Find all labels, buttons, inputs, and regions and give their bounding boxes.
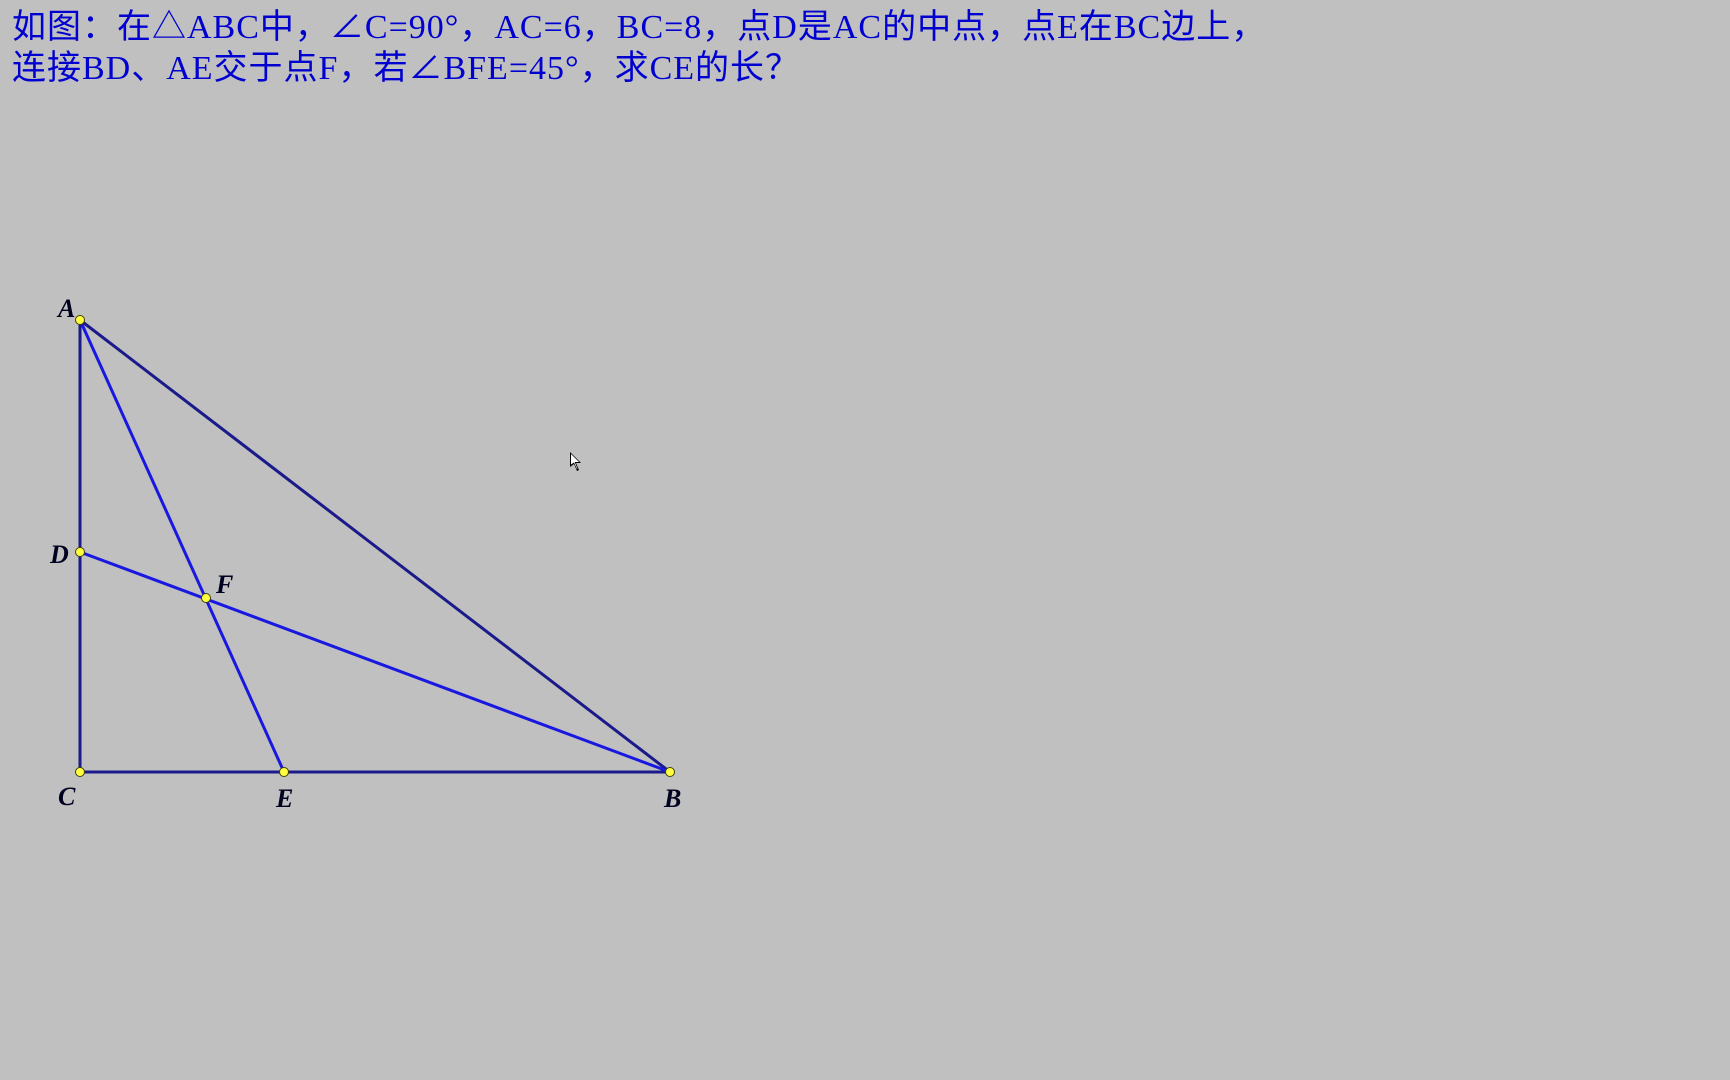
point-label-D: D [50,540,69,570]
problem-line-1: 如图：在△ABC中，∠C=90°，AC=6，BC=8，点D是AC的中点，点E在B… [12,9,1266,46]
point-label-C: C [58,782,75,812]
segment-BD [80,552,670,772]
point-A [76,316,85,325]
point-D [76,548,85,557]
point-C [76,768,85,777]
point-label-A: A [58,294,75,324]
point-label-B: B [664,784,681,814]
geometry-diagram: A B C D E F [40,290,720,830]
point-label-E: E [276,784,293,814]
point-E [280,768,289,777]
segment-AB [80,320,670,772]
point-label-F: F [216,570,233,600]
point-F [202,594,211,603]
geometry-svg [40,290,720,830]
segment-AE [80,320,284,772]
problem-line-2: 连接BD、AE交于点F，若∠BFE=45°，求CE的长？ [12,50,800,87]
problem-text: 如图：在△ABC中，∠C=90°，AC=6，BC=8，点D是AC的中点，点E在B… [12,8,1718,90]
point-B [666,768,675,777]
